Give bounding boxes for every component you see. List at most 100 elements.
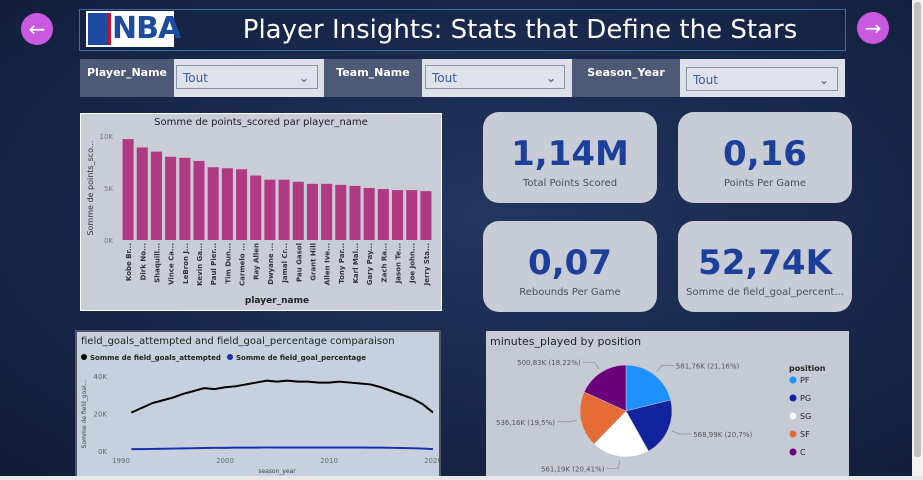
bar (193, 160, 205, 240)
team-name-dropdown[interactable]: Tout ⌄ (425, 65, 565, 89)
header: NBA Player Insights: Stats that Define t… (79, 9, 846, 51)
legend-marker (789, 448, 797, 456)
legend-marker (81, 354, 87, 360)
x-tick-label: Jason Te... (395, 243, 403, 284)
chart-title: Somme de points_scored par player_name (154, 117, 368, 128)
x-tick-label: Ray Allen (253, 243, 261, 280)
kpi-value: 1,14M (511, 134, 629, 174)
vertical-scrollbar[interactable] (912, 0, 923, 476)
pie-slice (625, 399, 673, 452)
x-tick-label: Pau Gasol (295, 243, 303, 282)
kpi-label: Rebounds Per Game (519, 287, 621, 298)
legend-label: Somme de field_goals_attempted (90, 354, 221, 362)
season-year-label: Season_Year (572, 59, 680, 97)
scrollbar-thumb[interactable] (914, 2, 921, 457)
minutes-pie-chart-panel: minutes_played by position 581,76K (21,16… (486, 331, 849, 476)
x-tick-label: Zach Ra... (380, 243, 388, 282)
legend-label: SG (800, 412, 811, 421)
nba-logo: NBA (86, 11, 181, 47)
report-canvas: ← → NBA Player Insights: Stats that Defi… (0, 0, 912, 476)
x-tick-label: Karl Mal... (352, 243, 360, 284)
slice-data-label: 536,16K (19,5%) (496, 419, 555, 427)
nba-logo-mark (88, 13, 111, 45)
x-tick-label: 1990 (112, 457, 130, 465)
y-tick-label: 40K (94, 373, 108, 381)
points-bar-chart-panel: Somme de points_scored par player_name So… (80, 113, 442, 311)
bar (179, 157, 191, 240)
pie-slice (579, 391, 627, 445)
x-tick-label: Jerry Sta... (423, 243, 431, 286)
pie-slice (625, 364, 671, 412)
x-axis-label: player_name (245, 296, 309, 306)
y-tick-label: 20K (94, 411, 108, 419)
x-tick-label: Tony Par... (338, 243, 346, 284)
season-year-value: Tout (693, 73, 718, 87)
legend-label: SF (800, 430, 810, 439)
chevron-down-icon: ⌄ (818, 73, 829, 87)
nba-logo-text: NBA (112, 11, 181, 46)
player-name-label: Player_Name (80, 59, 174, 97)
bar (221, 168, 233, 240)
kpi-label: Total Points Scored (522, 178, 618, 189)
x-tick-label: Carmelo ... (239, 243, 247, 286)
points-bar-chart: Somme de points_scored par player_name So… (86, 117, 432, 306)
bar (207, 167, 219, 240)
field-goals-line-chart-panel: field_goals_attempted and field_goal_per… (75, 330, 442, 476)
field-goals-line-chart: field_goals_attempted and field_goal_per… (81, 336, 442, 475)
x-tick-label: LeBron J... (182, 243, 190, 284)
bar (377, 189, 389, 240)
bar (363, 188, 375, 240)
legend-label: PG (800, 394, 811, 403)
slice-leader-line (557, 419, 577, 423)
bar (165, 156, 177, 240)
slice-leader-line (582, 361, 600, 370)
kpi-total-points: 1,14M Total Points Scored (483, 112, 657, 203)
legend-marker (227, 354, 233, 360)
x-axis-label: season_year (258, 468, 296, 475)
minutes-pie-chart: minutes_played by position 581,76K (21,16… (490, 335, 826, 474)
bar (306, 183, 318, 240)
x-tick-label: Allen Ive... (324, 243, 332, 285)
y-tick-label: 0K (104, 237, 113, 245)
player-name-value: Tout (183, 71, 208, 85)
team-name-value: Tout (432, 71, 457, 85)
player-name-dropdown[interactable]: Tout ⌄ (176, 65, 318, 89)
x-tick-label: 2000 (216, 457, 234, 465)
bar (122, 139, 134, 240)
y-axis-label: Somme de points_sco... (86, 140, 95, 235)
kpi-rebounds-per-game: 0,07 Rebounds Per Game (483, 221, 657, 312)
legend-label: PF (800, 376, 810, 385)
kpi-points-per-game: 0,16 Points Per Game (678, 112, 852, 203)
legend-marker (789, 394, 797, 402)
bar (292, 181, 304, 240)
chart-title: field_goals_attempted and field_goal_per… (81, 336, 395, 347)
kpi-label: Points Per Game (723, 178, 807, 189)
legend-label: C (800, 448, 806, 457)
line-series (131, 446, 434, 451)
legend-label: Somme de field_goal_percentage (236, 354, 366, 362)
season-year-dropdown[interactable]: Tout ⌄ (686, 67, 838, 91)
slice-data-label: 568,99K (20,7%) (693, 431, 752, 439)
bottom-strip (0, 476, 923, 480)
x-tick-label: 2020 (424, 457, 439, 465)
y-tick-label: 10K (100, 133, 114, 141)
pie-slice (583, 364, 627, 412)
kpi-field-goal-percentage: 52,74K Somme de field_goal_percent... (678, 221, 852, 312)
kpi-value: 0,07 (528, 243, 612, 283)
bar (150, 151, 162, 240)
slice-leader-line (671, 430, 692, 435)
x-tick-label: 2010 (320, 457, 338, 465)
legend-marker (789, 430, 797, 438)
bar (278, 179, 290, 240)
bar (420, 191, 432, 240)
bar (136, 147, 148, 240)
y-axis-label: Somme de field_goal... (81, 380, 88, 449)
y-tick-label: 0K (98, 448, 107, 456)
forward-button[interactable]: → (857, 12, 889, 44)
back-button[interactable]: ← (21, 13, 53, 45)
page-title: Player Insights: Stats that Define the S… (242, 15, 798, 45)
slice-data-label: 561,19K (20,41%) (541, 466, 605, 474)
x-tick-label: Gary Pay... (366, 243, 374, 285)
kpi-value: 52,74K (698, 243, 832, 283)
x-tick-label: Kevin Ga... (196, 243, 204, 286)
